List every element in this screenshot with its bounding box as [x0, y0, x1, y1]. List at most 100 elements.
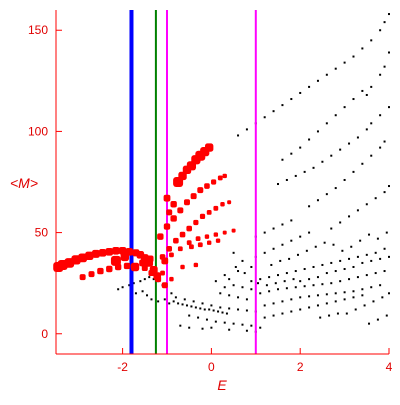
background-point: [334, 114, 337, 117]
highlight-point: [213, 232, 219, 237]
y-tick-label: 100: [28, 124, 48, 138]
background-point: [121, 286, 124, 289]
background-point: [228, 307, 231, 310]
ticks-layer: -2 0 2 4 0 50 100 150: [28, 23, 393, 374]
background-point: [263, 116, 266, 119]
background-point: [361, 294, 364, 297]
background-point: [299, 280, 302, 283]
highlight-point: [163, 194, 171, 202]
background-point: [272, 110, 275, 113]
background-point: [308, 295, 311, 298]
background-point: [146, 294, 149, 297]
background-point: [157, 300, 160, 303]
highlight-point: [155, 276, 162, 283]
background-point: [308, 306, 311, 309]
background-point: [274, 282, 277, 285]
highlight-point: [193, 219, 199, 226]
background-point: [352, 98, 355, 101]
background-point: [339, 259, 342, 262]
background-point: [363, 304, 366, 307]
highlight-point: [139, 259, 146, 267]
background-point: [232, 251, 235, 254]
highlight-point: [215, 238, 221, 243]
background-point: [201, 302, 204, 305]
background-point: [288, 257, 291, 260]
x-tick-label: -2: [117, 360, 128, 374]
highlight-point: [148, 270, 155, 277]
highlight-points-layer: [53, 143, 236, 289]
highlight-point: [132, 262, 139, 269]
background-point: [325, 73, 328, 76]
background-point: [361, 89, 364, 92]
background-point: [361, 162, 364, 165]
background-point: [237, 134, 240, 137]
background-point: [174, 296, 177, 299]
highlight-point: [220, 202, 225, 207]
background-point: [383, 21, 386, 24]
background-point: [383, 65, 386, 68]
background-point: [272, 227, 275, 230]
background-point: [268, 276, 271, 279]
background-point: [330, 227, 333, 230]
highlight-point: [146, 255, 154, 263]
background-point: [316, 276, 319, 279]
highlight-point: [159, 254, 166, 260]
highlight-point: [110, 255, 121, 266]
highlight-point: [170, 201, 177, 208]
background-point: [285, 178, 288, 181]
background-point: [379, 114, 382, 117]
background-point: [232, 322, 235, 325]
highlight-point: [169, 252, 174, 258]
background-point: [250, 288, 253, 291]
background-point: [334, 67, 337, 70]
background-point: [152, 278, 155, 281]
background-point: [379, 29, 382, 32]
background-point: [281, 223, 284, 226]
highlight-point: [173, 237, 179, 244]
background-point: [303, 285, 306, 288]
background-point: [343, 61, 346, 64]
background-point: [383, 140, 386, 143]
highlight-point: [141, 265, 148, 271]
background-point: [359, 239, 362, 242]
y-tick-label: 50: [35, 226, 49, 240]
background-point: [334, 300, 337, 303]
background-point: [316, 304, 319, 307]
background-point: [188, 326, 191, 329]
highlight-point: [197, 242, 203, 248]
background-point: [290, 219, 293, 222]
background-point: [272, 247, 275, 250]
background-point: [325, 193, 328, 196]
background-point: [388, 185, 390, 188]
highlight-point: [169, 276, 174, 282]
highlight-point: [211, 179, 217, 185]
background-point: [299, 296, 302, 299]
background-point: [263, 231, 266, 234]
background-point: [365, 203, 368, 206]
background-point: [197, 316, 200, 319]
background-point: [348, 142, 351, 145]
background-point: [330, 154, 333, 157]
background-point: [181, 303, 184, 306]
background-point: [343, 268, 346, 271]
background-point: [177, 302, 180, 305]
background-point: [379, 73, 382, 76]
background-point: [232, 284, 235, 287]
background-point: [374, 272, 377, 275]
background-point: [223, 286, 226, 289]
highlight-point: [190, 193, 197, 200]
background-point: [348, 215, 351, 218]
background-point: [228, 294, 231, 297]
background-point: [179, 324, 182, 327]
background-point: [381, 296, 384, 299]
background-point: [290, 152, 293, 155]
background-point: [259, 292, 262, 295]
background-point: [250, 265, 253, 268]
background-point: [303, 268, 306, 271]
background-point: [352, 55, 355, 58]
background-point: [296, 253, 299, 256]
background-point: [241, 286, 244, 289]
background-point: [343, 298, 346, 301]
background-point: [210, 304, 213, 307]
